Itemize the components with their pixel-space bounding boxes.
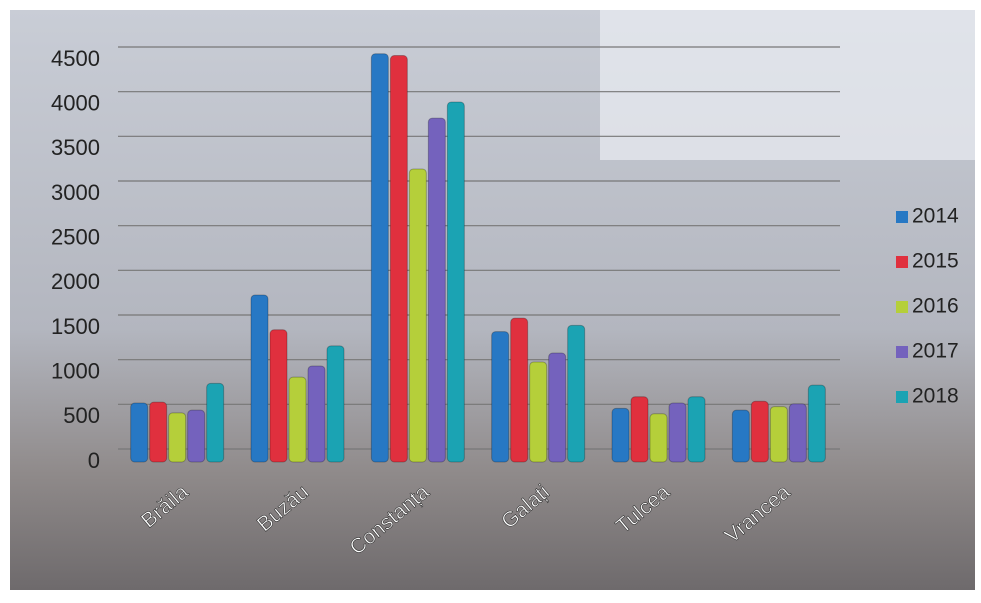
legend-label: 2016	[912, 295, 959, 318]
bar	[788, 403, 807, 463]
bar	[769, 406, 788, 463]
y-tick-label: 4000	[51, 90, 100, 115]
legend-swatch	[896, 391, 908, 403]
y-tick-label: 500	[63, 403, 100, 428]
y-tick-label: 2500	[51, 224, 100, 249]
bar	[389, 55, 408, 463]
bar	[168, 412, 187, 463]
bar	[288, 376, 307, 463]
legend-swatch	[896, 256, 908, 268]
y-tick-label: 1000	[51, 358, 100, 383]
sky	[600, 10, 975, 160]
bar	[307, 365, 326, 463]
bar	[326, 345, 345, 463]
bar	[187, 409, 206, 463]
bar	[668, 402, 687, 463]
bar	[408, 168, 427, 463]
bar	[446, 101, 465, 463]
y-tick-label: 4500	[51, 46, 100, 71]
bar	[491, 331, 510, 463]
bar	[250, 294, 269, 463]
y-tick-label: 3000	[51, 180, 100, 205]
legend-label: 2018	[912, 385, 959, 408]
legend-label: 2015	[912, 250, 959, 273]
y-tick-label: 3500	[51, 135, 100, 160]
bar	[529, 361, 548, 463]
bar	[130, 402, 149, 463]
bar	[649, 413, 668, 463]
y-tick-label: 0	[88, 448, 100, 473]
bar	[750, 400, 769, 463]
legend-swatch	[896, 301, 908, 313]
bar	[206, 382, 225, 463]
bar	[548, 352, 567, 463]
bar	[630, 396, 649, 463]
y-tick-label: 2000	[51, 269, 100, 294]
legend-label: 2014	[912, 205, 959, 228]
bar	[510, 317, 529, 463]
bar	[149, 401, 168, 463]
legend-label: 2017	[912, 340, 959, 363]
bar	[807, 384, 826, 463]
bar	[611, 407, 630, 463]
legend-swatch	[896, 346, 908, 358]
y-tick-label: 1500	[51, 314, 100, 339]
bar	[567, 324, 586, 463]
bar	[731, 409, 750, 463]
bar	[269, 329, 288, 463]
bar	[687, 396, 706, 463]
legend-swatch	[896, 211, 908, 223]
bar	[427, 117, 446, 463]
bar	[370, 53, 389, 463]
